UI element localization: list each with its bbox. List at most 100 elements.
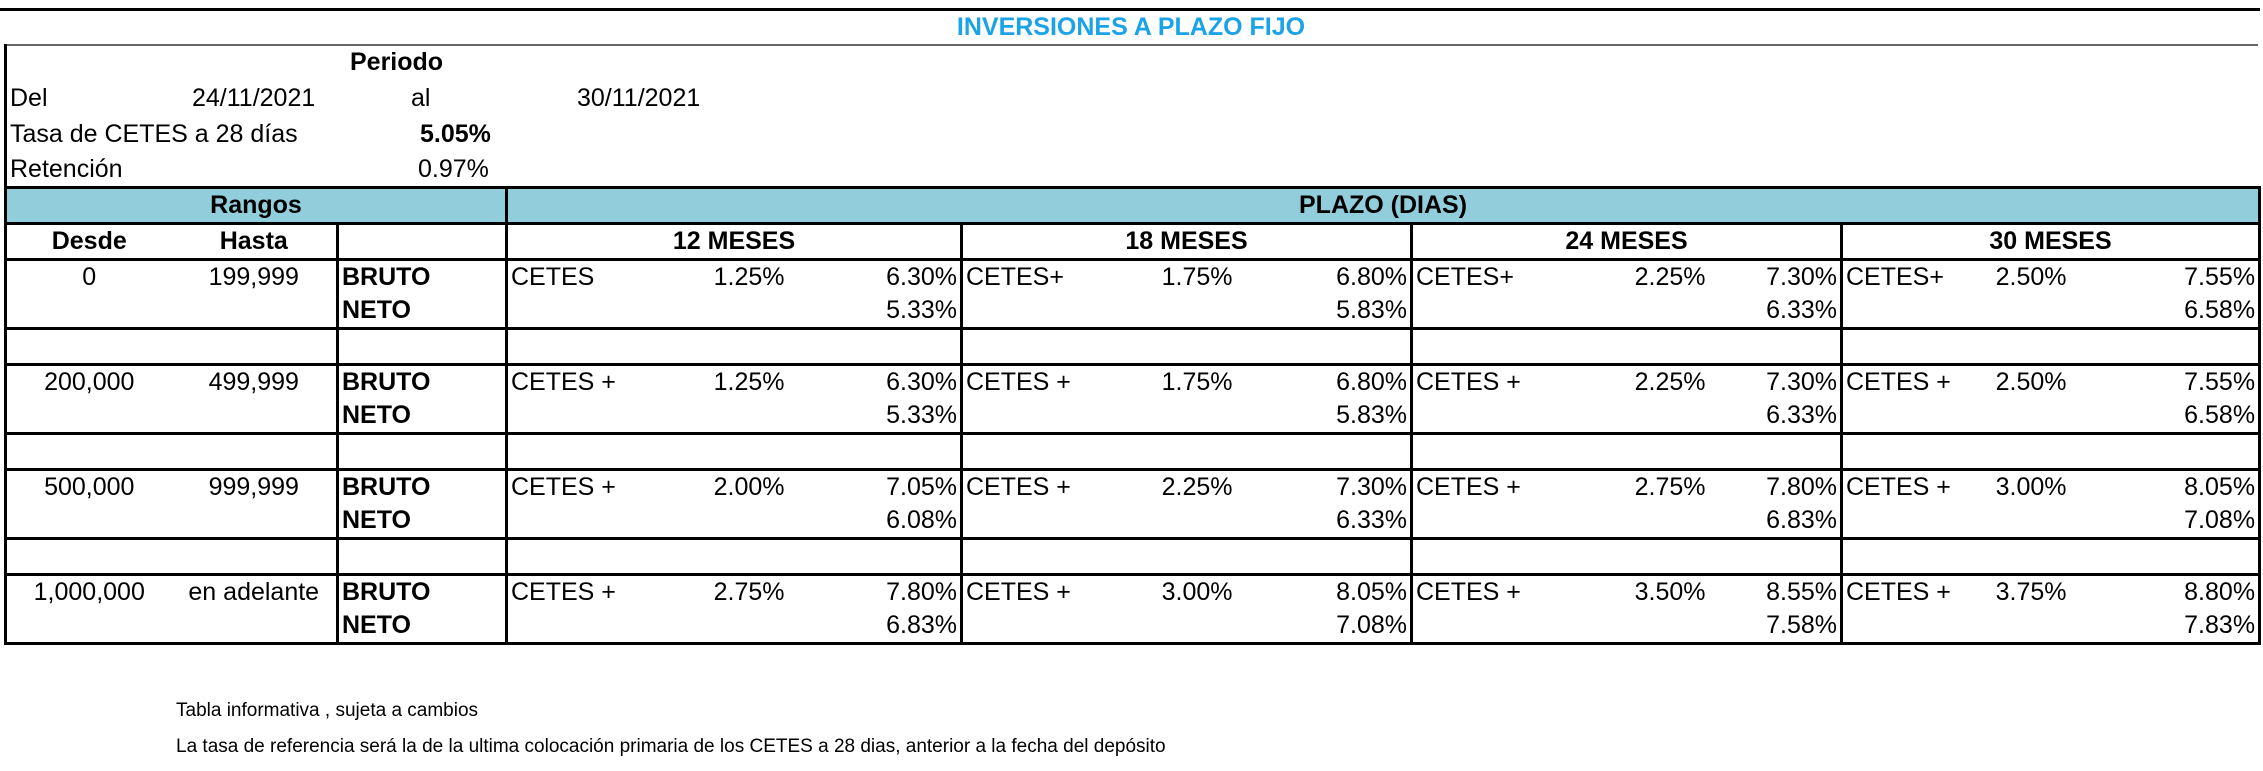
cetes-label: CETES +	[966, 473, 1071, 501]
neto-rate: 6.33%	[1411, 399, 1843, 435]
spread-cell: 3.00%	[1995, 473, 2067, 501]
empty-cell	[506, 538, 963, 576]
empty-cell	[171, 504, 338, 540]
cetes-label: CETES+	[966, 263, 1064, 291]
empty-cell	[4, 433, 338, 471]
empty-cell	[4, 328, 338, 366]
hasta-cell: 199,999	[208, 263, 299, 291]
neto-label: NETO	[336, 294, 508, 330]
spread-cell: 2.25%	[1634, 368, 1706, 396]
cetes-label: CETES +	[1846, 368, 1951, 396]
empty-cell	[506, 328, 963, 366]
cetes-label: CETES+	[1846, 263, 1944, 291]
empty-cell	[1841, 433, 2262, 471]
spread-cell: 1.25%	[713, 263, 785, 291]
plazo-header: PLAZO (DIAS)	[504, 186, 2262, 225]
hasta-cell: 499,999	[208, 368, 299, 396]
empty-cell	[961, 328, 1413, 366]
cetes-label: CETES	[511, 263, 595, 291]
to-date: 30/11/2021	[577, 84, 701, 112]
spread-cell: 3.00%	[1161, 578, 1233, 606]
subheader-row: Desde Hasta 12 MESES 18 MESES 24 MESES 3…	[4, 222, 2262, 261]
neto-rate: 5.83%	[961, 294, 1413, 330]
cetes-label: Tasa de CETES a 28 días	[10, 120, 298, 148]
hasta-cell: 999,999	[208, 473, 299, 501]
spacer-row	[4, 328, 2262, 366]
from-date: 24/11/2021	[192, 84, 316, 112]
cetes-label: CETES +	[511, 578, 616, 606]
neto-label: NETO	[336, 609, 508, 645]
neto-rate: 7.58%	[1411, 609, 1843, 645]
cetes-label: CETES +	[966, 368, 1071, 396]
empty-cell	[336, 433, 508, 471]
desde-cell: 0	[4, 259, 172, 294]
to-label: al	[411, 84, 431, 112]
empty-cell	[171, 609, 338, 645]
bruto-row: 1,000,000 en adelante BRUTO CETES +2.75% 7.8…	[4, 574, 2262, 609]
bruto-rate: 8.05%	[2069, 469, 2262, 504]
bruto-rate: 8.55%	[1708, 574, 1843, 609]
empty-cell	[171, 294, 338, 330]
cetes-label: CETES +	[511, 368, 616, 396]
bruto-rate: 6.80%	[1235, 364, 1413, 399]
ranges-header: Rangos	[4, 186, 508, 225]
desde-cell: 1,000,000	[4, 574, 172, 609]
footnote: Tabla informativa , sujeta a cambios	[176, 700, 479, 721]
page-title: INVERSIONES A PLAZO FIJO	[956, 13, 1306, 41]
hasta-cell: en adelante	[188, 578, 320, 606]
top-rule	[0, 8, 2260, 11]
neto-rate: 6.83%	[1411, 504, 1843, 540]
neto-row: NETO 5.33% 5.83% 6.33% 6.58%	[4, 399, 2262, 435]
bruto-label: BRUTO	[336, 469, 508, 504]
term-header: 30 MESES	[1841, 222, 2262, 261]
spacer-row	[4, 538, 2262, 576]
rates-table: Rangos PLAZO (DIAS) Desde Hasta 12 MESES…	[4, 186, 2262, 645]
title-rule	[4, 44, 2258, 46]
spread-cell: 2.50%	[1995, 368, 2067, 396]
spread-cell: 1.75%	[1161, 368, 1233, 396]
empty-cell	[1841, 328, 2262, 366]
spacer-row	[4, 433, 2262, 471]
empty-cell	[961, 433, 1413, 471]
spread-cell: 2.25%	[1161, 473, 1233, 501]
term-header: 24 MESES	[1411, 222, 1843, 261]
cetes-label: CETES +	[1846, 578, 1951, 606]
neto-label: NETO	[336, 504, 508, 540]
desde-header: Desde	[4, 222, 172, 261]
spread-cell: 3.50%	[1634, 578, 1706, 606]
retention-rate: 0.97%	[418, 155, 489, 183]
bruto-rate: 8.05%	[1235, 574, 1413, 609]
neto-label: NETO	[336, 399, 508, 435]
desde-cell: 200,000	[4, 364, 172, 399]
cetes-label: CETES +	[1846, 473, 1951, 501]
bruto-rate: 7.30%	[1708, 364, 1843, 399]
footnote: La tasa de referencia será la de la ulti…	[176, 736, 1166, 757]
empty-cell	[4, 609, 172, 645]
cetes-label: CETES +	[1416, 368, 1521, 396]
cetes-label: CETES +	[966, 578, 1071, 606]
bruto-label: BRUTO	[336, 259, 508, 294]
bruto-rate: 8.80%	[2069, 574, 2262, 609]
neto-rate: 6.33%	[961, 504, 1413, 540]
cetes-label: CETES +	[1416, 473, 1521, 501]
spread-cell: 1.75%	[1161, 263, 1233, 291]
neto-rate: 6.83%	[506, 609, 963, 645]
empty-cell	[4, 294, 172, 330]
empty-cell	[4, 504, 172, 540]
header-band: Rangos PLAZO (DIAS)	[4, 186, 2262, 225]
bruto-rate: 7.80%	[787, 574, 963, 609]
label-header	[336, 222, 508, 261]
hasta-header: Hasta	[171, 222, 338, 261]
from-label: Del	[10, 84, 48, 112]
neto-rate: 6.58%	[1841, 399, 2262, 435]
bruto-rate: 6.80%	[1235, 259, 1413, 294]
spread-cell: 2.50%	[1995, 263, 2067, 291]
empty-cell	[1411, 538, 1843, 576]
bruto-row: 0 199,999 BRUTO CETES 1.25% 6.30% CETES+ 1.75% 6…	[4, 259, 2262, 294]
empty-cell	[1411, 328, 1843, 366]
cetes-label: CETES+	[1416, 263, 1514, 291]
empty-cell	[506, 433, 963, 471]
neto-rate: 6.58%	[1841, 294, 2262, 330]
bruto-row: 200,000 499,999 BRUTO CETES +1.25% 6.30% CETE…	[4, 364, 2262, 399]
neto-rate: 7.83%	[1841, 609, 2262, 645]
